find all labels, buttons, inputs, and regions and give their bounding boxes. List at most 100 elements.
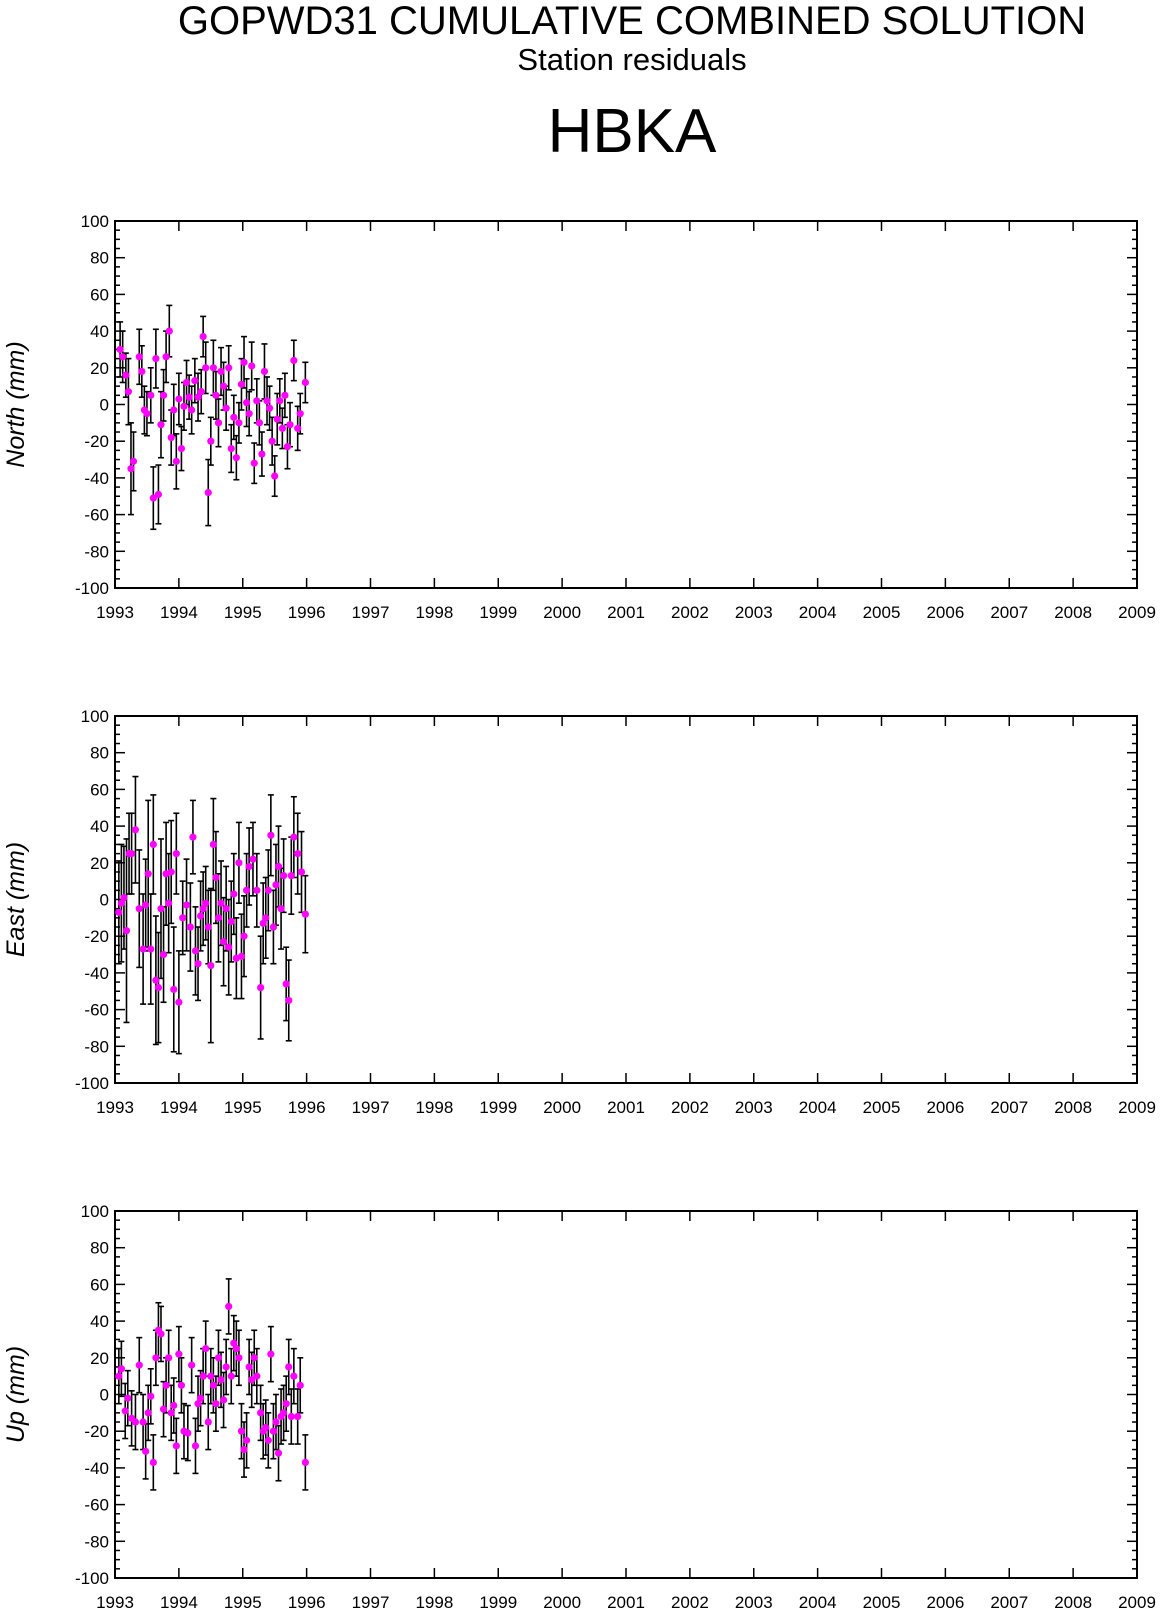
data-point: [222, 404, 230, 412]
x-tick-label: 1997: [352, 603, 390, 622]
data-point: [219, 382, 228, 390]
data-point: [139, 945, 147, 953]
data-point: [124, 388, 133, 396]
data-point: [235, 1354, 243, 1362]
data-point: [197, 388, 205, 396]
x-tick-label: 1996: [288, 603, 326, 622]
data-point: [235, 419, 243, 427]
data-point: [194, 960, 202, 968]
data-point: [122, 371, 130, 379]
data-point: [172, 1442, 180, 1450]
data-point: [119, 353, 127, 361]
data-point: [259, 919, 267, 927]
y-tick-label: -40: [84, 1459, 109, 1478]
station-name: HBKA: [547, 97, 717, 166]
data-point: [276, 397, 284, 405]
data-point: [202, 364, 210, 372]
data-point: [152, 1354, 160, 1362]
x-tick-label: 2004: [799, 1593, 837, 1612]
x-tick-label: 2002: [671, 1593, 709, 1612]
data-point: [262, 914, 270, 922]
data-point: [232, 454, 240, 462]
data-point: [272, 881, 280, 889]
data-point: [167, 1409, 175, 1417]
y-tick-label: 0: [100, 396, 109, 415]
y-tick-label: 20: [90, 1349, 109, 1368]
data-point: [185, 393, 193, 401]
data-point: [290, 356, 298, 365]
data-point: [248, 1376, 256, 1384]
data-point: [170, 1401, 178, 1410]
data-point: [144, 870, 152, 878]
data-point: [301, 910, 309, 918]
data-point: [282, 1400, 290, 1408]
data-point: [227, 1372, 235, 1380]
data-point: [245, 410, 253, 418]
data-point: [253, 1372, 261, 1380]
data-point: [222, 1363, 230, 1371]
data-point: [188, 406, 196, 414]
data-point: [212, 391, 220, 399]
data-point: [142, 901, 150, 909]
data-point: [147, 1392, 155, 1400]
data-point: [245, 1363, 253, 1371]
data-point: [170, 406, 178, 414]
data-point: [296, 1381, 304, 1389]
data-point: [191, 1442, 200, 1450]
data-point: [237, 380, 246, 388]
data-point: [217, 899, 225, 907]
y-axis-label: Up (mm): [2, 1346, 30, 1443]
data-point: [269, 1427, 278, 1435]
data-point: [267, 831, 275, 839]
data-point: [204, 1418, 212, 1426]
data-point: [217, 1376, 225, 1384]
x-tick-label: 2001: [607, 1098, 645, 1117]
data-point: [179, 914, 187, 922]
data-point: [115, 1372, 123, 1380]
x-tick-label: 1999: [479, 1593, 517, 1612]
x-tick-label: 1995: [224, 1593, 262, 1612]
data-point: [301, 378, 309, 387]
data-point: [157, 421, 165, 429]
data-point: [196, 1394, 205, 1402]
data-point: [175, 395, 183, 403]
x-tick-label: 1997: [352, 1098, 390, 1117]
data-point: [212, 1400, 220, 1408]
data-point: [202, 899, 210, 907]
data-point: [154, 983, 163, 992]
data-point: [257, 983, 265, 992]
data-point: [283, 443, 292, 451]
x-tick-label: 1998: [415, 603, 453, 622]
x-tick-label: 1998: [415, 1593, 453, 1612]
data-point: [217, 367, 225, 376]
data-point: [250, 459, 258, 467]
data-point: [138, 367, 146, 376]
x-tick-label: 2006: [926, 603, 964, 622]
data-point: [149, 840, 157, 849]
data-point: [157, 905, 165, 913]
data-point: [277, 905, 285, 913]
data-point: [214, 1354, 223, 1362]
data-point: [162, 1381, 170, 1389]
y-tick-label: -20: [84, 1422, 109, 1441]
data-point: [230, 1339, 238, 1347]
data-point: [249, 855, 257, 863]
data-point: [301, 1458, 309, 1466]
y-tick-label: -60: [84, 506, 109, 525]
data-point: [287, 872, 295, 880]
data-point: [172, 457, 180, 465]
data-point: [280, 872, 288, 880]
x-tick-label: 1998: [415, 1098, 453, 1117]
y-tick-label: -20: [84, 927, 109, 946]
data-point: [296, 410, 304, 418]
data-point: [294, 850, 302, 858]
data-point: [116, 345, 124, 354]
data-point: [281, 391, 289, 399]
data-point: [265, 404, 274, 412]
data-point: [131, 826, 140, 834]
data-point: [209, 1381, 217, 1389]
data-point: [253, 397, 261, 405]
plot-frame: [114, 220, 1138, 589]
x-tick-label: 2002: [671, 1098, 709, 1117]
data-point: [143, 410, 151, 418]
